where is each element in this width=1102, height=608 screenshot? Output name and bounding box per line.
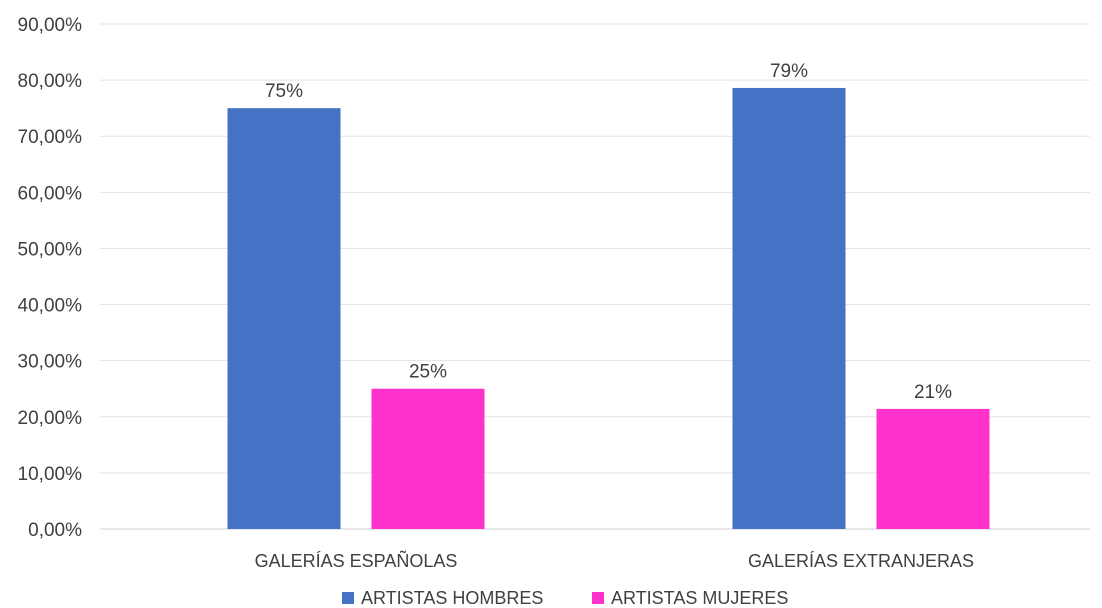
y-tick-label: 80,00%: [18, 71, 83, 92]
y-tick-label: 10,00%: [18, 464, 83, 485]
y-tick-label: 70,00%: [18, 127, 83, 148]
bars: [227, 87, 990, 530]
y-tick-label: 30,00%: [18, 352, 83, 373]
bar: [227, 108, 341, 530]
category-label: GALERÍAS ESPAÑOLAS: [255, 550, 458, 571]
legend-label: ARTISTAS HOMBRES: [361, 588, 543, 608]
y-tick-label: 0,00%: [28, 520, 82, 541]
y-tick-label: 60,00%: [18, 183, 83, 204]
bar: [371, 388, 485, 529]
y-tick-label: 50,00%: [18, 239, 83, 260]
y-axis: 0,00% 10,00% 20,00% 30,00% 40,00% 50,00% 60,00…: [18, 15, 83, 541]
data-label: 79%: [770, 61, 808, 82]
bar: [876, 408, 990, 529]
legend: ARTISTAS HOMBRES ARTISTAS MUJERES: [342, 588, 788, 608]
y-tick-label: 40,00%: [18, 296, 83, 317]
y-tick-label: 20,00%: [18, 408, 83, 429]
category-label: GALERÍAS EXTRANJERAS: [748, 551, 974, 571]
legend-label: ARTISTAS MUJERES: [611, 588, 788, 608]
data-label: 25%: [409, 362, 447, 383]
legend-swatch: [342, 592, 354, 604]
bar: [732, 87, 846, 529]
y-tick-label: 90,00%: [18, 15, 83, 36]
legend-swatch: [592, 592, 604, 604]
data-label: 75%: [265, 81, 303, 102]
x-axis: GALERÍAS ESPAÑOLAS GALERÍAS EXTRANJERAS: [255, 550, 974, 571]
data-label: 21%: [914, 382, 952, 403]
data-labels: 75% 25% 79% 21%: [265, 61, 952, 403]
